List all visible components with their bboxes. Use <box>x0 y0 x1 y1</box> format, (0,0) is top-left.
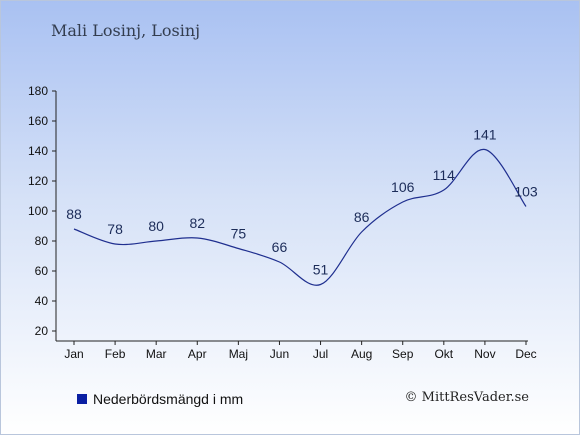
x-tick-label: Feb <box>105 347 126 361</box>
data-label: 82 <box>189 215 205 231</box>
x-tick-label: Sep <box>392 347 414 361</box>
series-group <box>73 148 527 286</box>
chart-title: Mali Losinj, Losinj <box>51 21 201 40</box>
x-tick-label: Jan <box>64 347 83 361</box>
data-label: 114 <box>433 167 456 183</box>
data-label: 51 <box>313 262 329 278</box>
y-axis: 20 40 60 80 100 120 140 160 180 <box>28 84 57 341</box>
data-label: 106 <box>391 179 415 195</box>
x-axis: Jan Feb Mar Apr Maj Jun Jul Aug Sep Okt Nov Dec <box>56 340 537 361</box>
data-label: 75 <box>231 226 247 242</box>
y-tick-label: 100 <box>28 204 48 218</box>
y-tick-label: 140 <box>28 144 48 158</box>
legend-label: Nederbördsmängd i mm <box>93 391 244 407</box>
data-label: 141 <box>473 127 497 143</box>
y-tick-label: 120 <box>28 174 48 188</box>
x-tick-label: Jul <box>313 347 328 361</box>
y-tick-label: 160 <box>28 114 48 128</box>
y-tick-label: 60 <box>35 264 49 278</box>
x-tick-label: Jun <box>270 347 289 361</box>
data-label: 78 <box>107 221 123 237</box>
legend: Nederbördsmängd i mm <box>77 391 243 407</box>
x-tick-label: Mar <box>146 347 167 361</box>
y-tick-label: 180 <box>28 84 48 98</box>
x-tick-label: Maj <box>229 347 248 361</box>
x-tick-label: Aug <box>351 347 372 361</box>
series-line <box>73 148 527 286</box>
y-tick-label: 80 <box>35 234 49 248</box>
x-tick-label: Nov <box>474 347 495 361</box>
x-tick-label: Dec <box>515 347 536 361</box>
y-tick-label: 40 <box>35 294 49 308</box>
data-label: 86 <box>354 209 370 225</box>
legend-swatch <box>77 394 87 404</box>
data-labels: 88 78 80 82 75 66 51 86 106 114 141 103 <box>66 127 538 278</box>
data-label: 88 <box>66 206 82 222</box>
data-label: 103 <box>514 184 538 200</box>
y-tick-label: 20 <box>35 324 49 338</box>
data-label: 66 <box>272 239 288 255</box>
x-tick-label: Okt <box>434 347 453 361</box>
credit: © MittResVader.se <box>404 390 529 405</box>
x-tick-label: Apr <box>188 347 207 361</box>
data-label: 80 <box>148 218 164 234</box>
